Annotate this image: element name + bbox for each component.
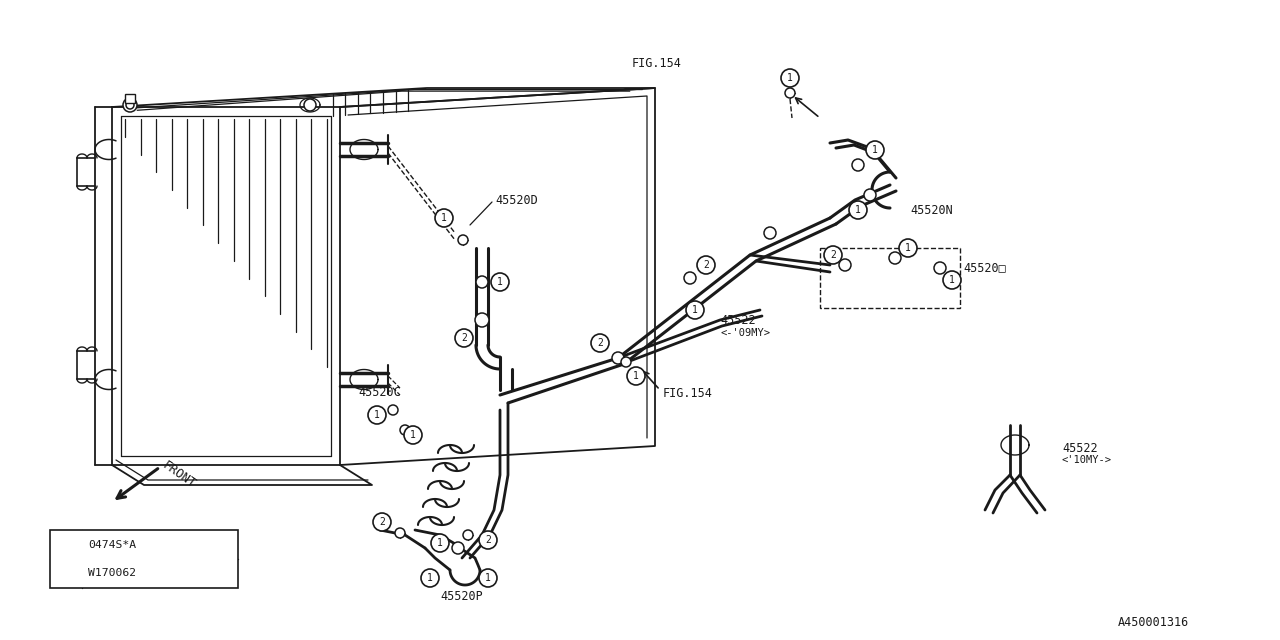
Circle shape xyxy=(452,542,465,554)
Text: 1: 1 xyxy=(497,277,503,287)
Circle shape xyxy=(404,426,422,444)
Circle shape xyxy=(867,141,884,159)
Text: FIG.154: FIG.154 xyxy=(632,56,682,70)
Text: <'10MY->: <'10MY-> xyxy=(1062,455,1112,465)
Bar xyxy=(125,94,134,103)
Text: A450001316: A450001316 xyxy=(1117,616,1189,628)
Text: 1: 1 xyxy=(692,305,698,315)
Circle shape xyxy=(479,531,497,549)
Text: 45520N: 45520N xyxy=(910,204,952,216)
Circle shape xyxy=(764,227,776,239)
Text: 0474S*A: 0474S*A xyxy=(88,540,136,550)
Circle shape xyxy=(849,201,867,219)
Text: 1: 1 xyxy=(948,275,955,285)
Circle shape xyxy=(125,101,134,109)
Bar xyxy=(820,248,960,308)
Text: 1: 1 xyxy=(410,430,416,440)
Text: 2: 2 xyxy=(485,535,492,545)
Circle shape xyxy=(686,301,704,319)
Text: 2: 2 xyxy=(63,540,69,550)
Text: 45520D: 45520D xyxy=(495,193,538,207)
Circle shape xyxy=(401,425,410,435)
Circle shape xyxy=(305,99,316,111)
Circle shape xyxy=(492,273,509,291)
Circle shape xyxy=(421,569,439,587)
Circle shape xyxy=(943,271,961,289)
Text: 45522: 45522 xyxy=(721,314,755,326)
Text: 2: 2 xyxy=(596,338,603,348)
Text: 1: 1 xyxy=(905,243,911,253)
Text: 1: 1 xyxy=(485,573,492,583)
Circle shape xyxy=(475,313,489,327)
Text: 45520P: 45520P xyxy=(440,591,483,604)
Circle shape xyxy=(388,405,398,415)
Text: 45522: 45522 xyxy=(1062,442,1098,454)
Circle shape xyxy=(58,564,76,582)
Circle shape xyxy=(396,528,404,538)
Circle shape xyxy=(781,69,799,87)
Text: 1: 1 xyxy=(787,73,792,83)
Text: 1: 1 xyxy=(428,573,433,583)
Circle shape xyxy=(591,334,609,352)
Circle shape xyxy=(899,239,916,257)
Circle shape xyxy=(458,235,468,245)
Circle shape xyxy=(479,569,497,587)
Text: 1: 1 xyxy=(872,145,878,155)
Circle shape xyxy=(824,246,842,264)
Circle shape xyxy=(369,406,387,424)
Text: 2: 2 xyxy=(461,333,467,343)
Text: 1: 1 xyxy=(634,371,639,381)
Text: W170062: W170062 xyxy=(88,568,136,579)
Text: 2: 2 xyxy=(829,250,836,260)
Circle shape xyxy=(838,259,851,271)
Circle shape xyxy=(372,513,390,531)
Text: 1: 1 xyxy=(442,213,447,223)
Text: 2: 2 xyxy=(703,260,709,270)
Circle shape xyxy=(621,357,631,367)
Text: 1: 1 xyxy=(855,205,861,215)
Circle shape xyxy=(864,189,876,201)
Circle shape xyxy=(58,536,76,554)
Text: 1: 1 xyxy=(374,410,380,420)
Circle shape xyxy=(627,367,645,385)
Circle shape xyxy=(123,98,137,112)
Text: 2: 2 xyxy=(379,517,385,527)
Circle shape xyxy=(852,159,864,171)
Bar xyxy=(50,530,238,588)
Text: 45520C: 45520C xyxy=(358,385,401,399)
Circle shape xyxy=(698,256,716,274)
Text: 1: 1 xyxy=(436,538,443,548)
Text: FIG.154: FIG.154 xyxy=(663,387,713,399)
Circle shape xyxy=(454,329,474,347)
Text: 45520□: 45520□ xyxy=(963,262,1006,275)
Circle shape xyxy=(431,534,449,552)
Circle shape xyxy=(476,276,488,288)
Circle shape xyxy=(435,209,453,227)
Text: FRONT: FRONT xyxy=(160,459,198,491)
Circle shape xyxy=(684,272,696,284)
Circle shape xyxy=(890,252,901,264)
Text: <-'09MY>: <-'09MY> xyxy=(721,328,771,338)
Circle shape xyxy=(785,88,795,98)
Circle shape xyxy=(463,530,474,540)
Circle shape xyxy=(612,352,625,364)
Circle shape xyxy=(934,262,946,274)
Text: 1: 1 xyxy=(63,568,69,579)
